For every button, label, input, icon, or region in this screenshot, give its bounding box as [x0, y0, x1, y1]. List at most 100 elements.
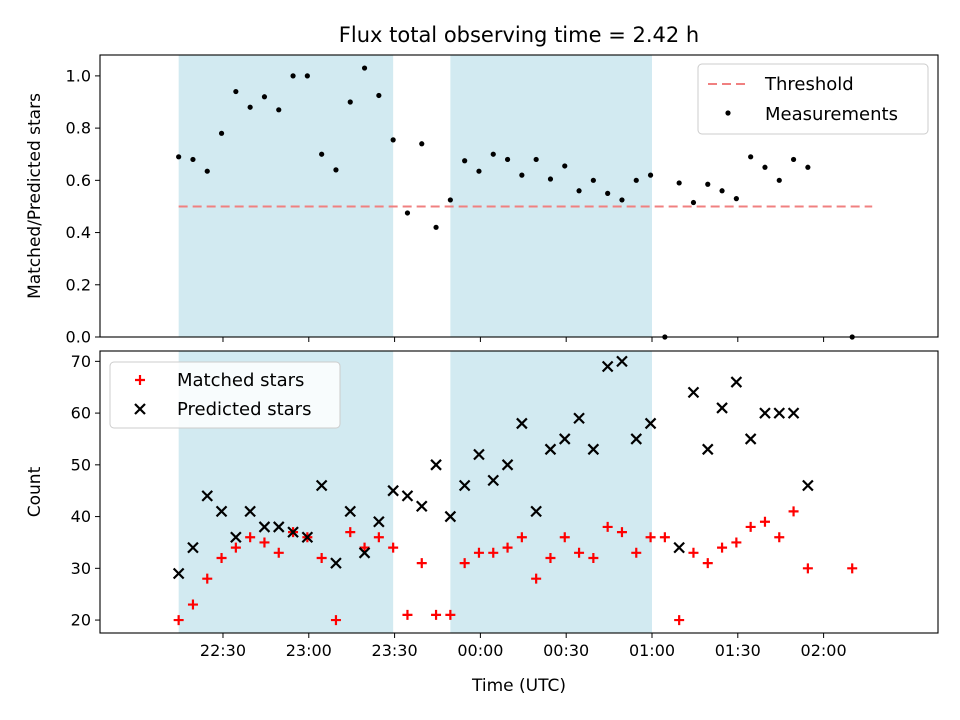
predicted-star-point	[673, 541, 685, 554]
measurement-point	[619, 197, 625, 203]
matched-star-point	[645, 532, 656, 543]
matched-star-point	[445, 609, 456, 620]
measurement-point	[319, 151, 325, 157]
top-y-tick-label: 0.4	[66, 223, 91, 242]
matched-star-point	[202, 573, 213, 584]
x-tick-label: 23:30	[372, 641, 418, 660]
predicted-star-point	[616, 355, 628, 368]
predicted-star-point	[444, 510, 457, 523]
predicted-star-point	[530, 505, 542, 518]
x-tick-label: 00:30	[543, 641, 589, 660]
measurement-point	[447, 197, 453, 203]
matched-star-point	[659, 532, 670, 543]
matched-star-point	[273, 547, 284, 558]
top-shaded-interval-2	[450, 55, 652, 337]
top-y-tick-label: 0.2	[66, 275, 91, 294]
bottom-y-tick-label: 40	[71, 507, 91, 526]
measurement-point	[762, 164, 768, 170]
bottom-shaded-interval-2	[450, 351, 652, 633]
bottom-axes-frame	[99, 350, 939, 634]
matched-star-point	[717, 542, 728, 553]
predicted-star-point	[244, 505, 256, 518]
predicted-star-point	[172, 567, 185, 580]
matched-star-point	[173, 615, 184, 626]
matched-star-point	[502, 542, 513, 553]
predicted-star-point	[401, 490, 414, 502]
measurement-point	[204, 168, 210, 174]
x-tick-label: 00:00	[457, 641, 503, 660]
measurement-point	[476, 168, 482, 174]
predicted-star-point	[701, 443, 714, 456]
top-y-tick-label: 0.6	[66, 171, 91, 190]
matched-star-point	[488, 547, 499, 558]
matched-star-point	[616, 527, 627, 538]
predicted-star-point	[373, 515, 385, 528]
matched-star-point	[745, 521, 756, 532]
bottom-y-tick-label: 50	[71, 455, 91, 474]
measurement-point	[504, 156, 511, 163]
x-tick-label: 22:30	[200, 641, 246, 660]
measurement-point	[790, 156, 797, 163]
legend-matched-label: Matched stars	[177, 370, 304, 391]
predicted-star-point	[287, 526, 299, 538]
predicted-star-point	[344, 505, 357, 518]
x-tick-label: 01:00	[629, 641, 675, 660]
measurement-point	[433, 224, 439, 230]
bottom-y-tick-label: 70	[71, 352, 91, 371]
matched-star-point	[230, 542, 241, 553]
measurement-point	[462, 158, 468, 164]
predicted-star-point	[487, 474, 500, 487]
legend-measurements-swatch	[725, 110, 731, 116]
matched-star-point	[731, 537, 742, 548]
matched-star-point	[759, 516, 770, 527]
predicted-star-point	[687, 386, 700, 399]
measurement-point	[176, 154, 182, 160]
predicted-star-point	[744, 433, 757, 445]
top-y-tick-label: 0.0	[66, 328, 91, 347]
bottom-panel: 22:30 23:00 23:30 00:00 00:30 01:00 01:30 02:00…	[71, 350, 939, 660]
predicted-star-point	[773, 407, 786, 419]
measurement-point	[719, 188, 725, 194]
matched-star-point	[674, 615, 685, 626]
bottom-y-tick-label: 20	[71, 611, 91, 630]
measurement-point	[647, 172, 654, 178]
measurement-point	[247, 104, 253, 110]
matched-star-point	[559, 532, 570, 543]
measurement-point	[776, 177, 782, 183]
bottom-y-tick-label: 60	[71, 404, 91, 423]
measurement-point	[748, 154, 754, 160]
predicted-star-point	[544, 443, 557, 456]
legend-predicted-label: Predicted stars	[177, 399, 311, 420]
legend-matched-swatch	[135, 375, 145, 385]
predicted-star-point	[759, 407, 771, 419]
measurement-point	[805, 164, 811, 170]
measurement-point	[361, 65, 368, 71]
matched-star-point	[431, 609, 442, 620]
predicted-star-point	[387, 484, 399, 497]
matched-star-point	[330, 615, 341, 626]
top-axes-frame	[99, 54, 939, 338]
matched-star-point	[688, 547, 699, 558]
measurement-point	[233, 88, 239, 95]
predicted-star-point	[587, 443, 600, 456]
legend-predicted-swatch	[134, 403, 146, 415]
predicted-star-point	[201, 490, 214, 502]
matched-star-point	[788, 506, 799, 517]
matched-star-point	[847, 563, 858, 574]
matched-star-point	[216, 552, 227, 563]
matched-star-point	[388, 542, 399, 553]
matched-star-point	[416, 558, 427, 569]
predicted-star-point	[330, 557, 342, 569]
measurement-point	[347, 99, 353, 105]
matched-star-point	[588, 552, 599, 563]
matched-star-point	[345, 527, 356, 538]
measurement-point	[705, 181, 711, 187]
measurement-point	[333, 167, 339, 173]
predicted-star-point	[630, 433, 643, 445]
predicted-star-point	[258, 521, 271, 533]
matched-star-point	[402, 609, 413, 620]
predicted-star-point	[501, 459, 514, 471]
bottom-y-tick-label: 30	[71, 559, 91, 578]
measurement-point	[547, 176, 554, 182]
